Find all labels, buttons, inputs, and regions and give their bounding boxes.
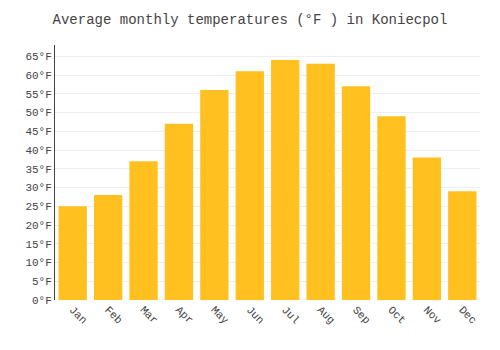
svg-text:May: May [208, 304, 231, 327]
svg-text:Average monthly temperatures (: Average monthly temperatures (°F ) in Ko… [53, 12, 448, 28]
svg-text:Aug: Aug [315, 304, 337, 326]
svg-text:Oct: Oct [385, 304, 407, 326]
svg-text:25°F: 25°F [25, 201, 51, 213]
svg-text:Apr: Apr [173, 304, 195, 326]
svg-text:0°F: 0°F [32, 295, 52, 307]
svg-text:Jun: Jun [244, 304, 266, 326]
svg-text:Feb: Feb [102, 304, 124, 326]
svg-text:5°F: 5°F [32, 276, 52, 288]
svg-text:Mar: Mar [138, 304, 160, 326]
svg-text:55°F: 55°F [25, 89, 51, 101]
svg-text:35°F: 35°F [25, 164, 51, 176]
svg-text:30°F: 30°F [25, 182, 51, 194]
svg-text:40°F: 40°F [25, 145, 51, 157]
svg-text:15°F: 15°F [25, 239, 51, 251]
svg-text:20°F: 20°F [25, 220, 51, 232]
svg-text:Nov: Nov [421, 304, 444, 327]
svg-text:Jul: Jul [279, 304, 301, 326]
svg-text:45°F: 45°F [25, 126, 51, 138]
svg-text:Jan: Jan [67, 304, 89, 326]
svg-text:50°F: 50°F [25, 107, 51, 119]
svg-text:65°F: 65°F [25, 51, 51, 63]
svg-text:60°F: 60°F [25, 70, 51, 82]
svg-text:Dec: Dec [456, 304, 478, 326]
svg-text:Sep: Sep [350, 304, 372, 326]
svg-text:10°F: 10°F [25, 257, 51, 269]
